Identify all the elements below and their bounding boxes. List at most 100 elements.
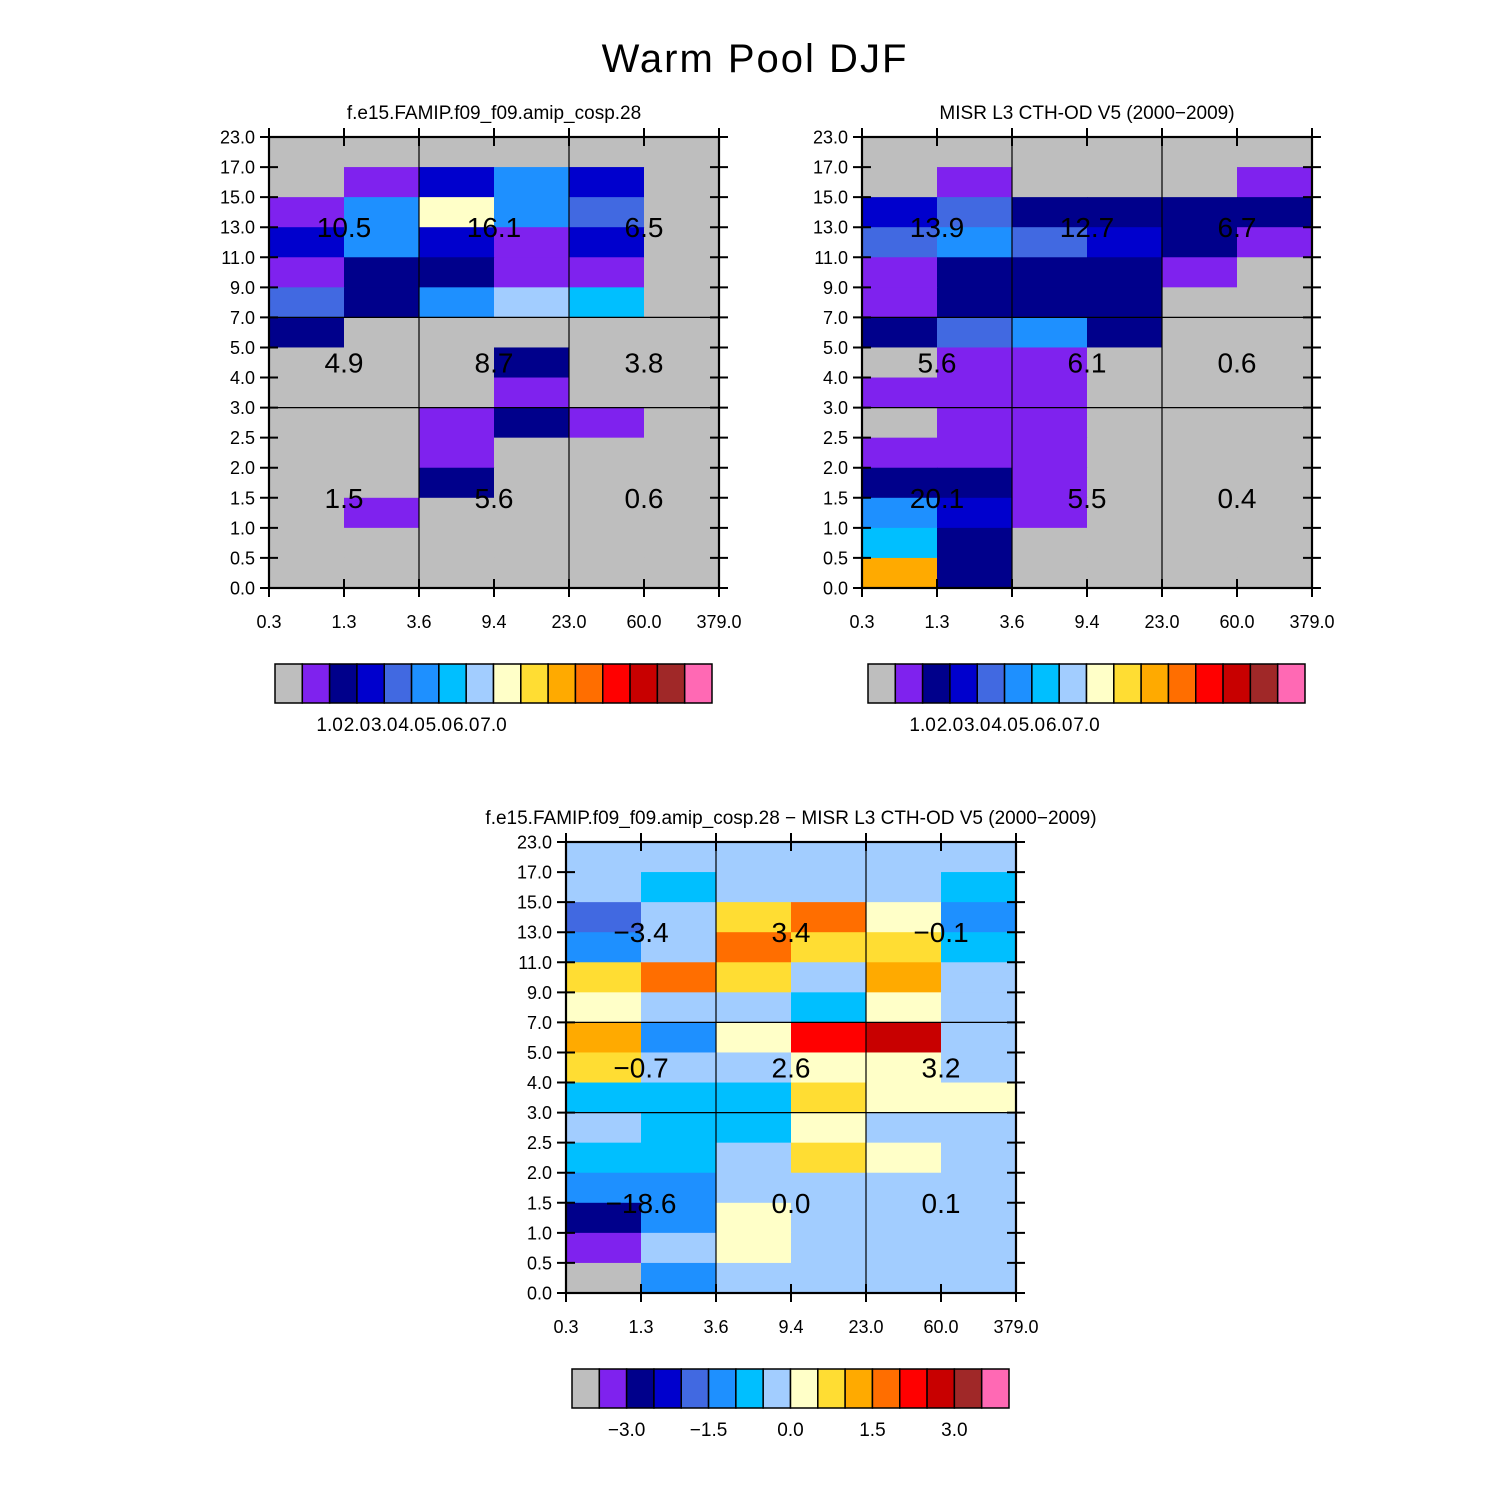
colorbar-box — [625, 1368, 655, 1409]
colorbar-box — [707, 1368, 737, 1409]
heatmap-cell — [941, 1052, 1017, 1084]
colorbar-tick-label: 6.0 — [1046, 715, 1072, 736]
y-tick-label: 3.0 — [527, 1103, 552, 1123]
heatmap-cell — [1012, 137, 1088, 168]
heatmap-cell — [569, 287, 645, 318]
heatmap-cell — [1087, 527, 1163, 559]
colorbar-box — [953, 1368, 983, 1409]
heatmap-cell — [344, 497, 420, 529]
heatmap-cell — [569, 197, 645, 228]
heatmap-cell — [1237, 377, 1313, 409]
heatmap-cell — [1162, 197, 1238, 228]
colorbar-tick-label: 7.0 — [1073, 715, 1099, 736]
heatmap-cell — [937, 227, 1013, 258]
heatmap-cell — [1237, 467, 1313, 499]
heatmap-cell — [344, 347, 420, 379]
heatmap-cell — [641, 962, 717, 993]
heatmap-cell — [1237, 437, 1313, 469]
heatmap-cell — [1087, 257, 1163, 288]
heatmap-cell — [866, 992, 942, 1023]
heatmap-cell — [641, 872, 717, 903]
colorbar-tick-label: 4.0 — [398, 715, 424, 736]
region-value-label: 10.5 — [317, 212, 372, 243]
heatmap-cell — [1162, 137, 1238, 168]
colorbar-box — [683, 663, 713, 704]
heatmap-cell — [716, 1232, 792, 1264]
heatmap-cell — [1087, 467, 1163, 499]
heatmap-cell — [644, 527, 720, 559]
panel-2: MISR L3 CTH-OD V5 (2000−2009)0.00.51.01.… — [813, 103, 1335, 736]
main-title: Warm Pool DJF — [602, 37, 909, 81]
y-tick-label: 4.0 — [823, 368, 848, 388]
heatmap-cell — [937, 287, 1013, 318]
x-tick-label: 0.3 — [849, 612, 874, 632]
heatmap-cell — [344, 557, 420, 589]
x-tick-label: 1.3 — [628, 1317, 653, 1337]
y-tick-label: 2.0 — [527, 1163, 552, 1183]
heatmap-cell — [1012, 467, 1088, 499]
heatmap-cell — [566, 1202, 642, 1234]
colorbar-tick-label: 1.0 — [909, 715, 935, 736]
heatmap-cell — [1162, 407, 1238, 439]
colorbar-tick-label: 1.5 — [859, 1420, 885, 1441]
colorbar: 1.0 2.0 3.0 4.0 5.0 6.0 7.0 — [867, 663, 1306, 736]
heatmap-cell — [937, 407, 1013, 439]
heatmap-cell — [569, 257, 645, 288]
panel-title: f.e15.FAMIP.f09_f09.amip_cosp.28 — [347, 103, 641, 124]
heatmap-cell — [791, 1082, 867, 1114]
heatmap-cell — [494, 287, 570, 318]
heatmap-cell — [419, 227, 495, 258]
heatmap-cell — [862, 467, 938, 499]
colorbar-box — [383, 663, 413, 704]
heatmap-cell — [566, 1112, 642, 1144]
colorbar-box — [1113, 663, 1142, 704]
heatmap-cell — [644, 197, 720, 228]
heatmap-cell — [716, 932, 792, 963]
heatmap-cell — [866, 872, 942, 903]
heatmap-cell — [644, 287, 720, 318]
heatmap-cell — [641, 842, 717, 873]
colorbar-tick-label: 3.0 — [941, 1420, 967, 1441]
heatmap-cell — [1237, 557, 1313, 589]
heatmap-cell — [494, 137, 570, 168]
heatmap-cell — [1087, 437, 1163, 469]
region-value-label: 8.7 — [475, 348, 514, 379]
y-tick-label: 2.5 — [823, 428, 848, 448]
colorbar-tick-label: −1.5 — [690, 1420, 728, 1441]
heatmap-cell — [866, 962, 942, 993]
y-tick-label: 13.0 — [220, 218, 255, 238]
heatmap-cell — [644, 317, 720, 349]
x-tick-label: 9.4 — [1074, 612, 1099, 632]
heatmap-cell — [937, 437, 1013, 469]
y-tick-label: 2.5 — [527, 1133, 552, 1153]
colorbar-box — [1031, 663, 1060, 704]
heatmap-cell — [641, 1022, 717, 1054]
panel-1: f.e15.FAMIP.f09_f09.amip_cosp.28 0.0 0.5 1.… — [220, 103, 742, 736]
region-value-label: −18.6 — [606, 1188, 677, 1219]
y-tick-label: 1.5 — [230, 488, 255, 508]
colorbar-box — [629, 663, 659, 704]
y-tick-label: 2.0 — [823, 458, 848, 478]
heatmap-cell — [419, 497, 495, 529]
heatmap-cell — [866, 1232, 942, 1264]
heatmap-cell — [862, 347, 938, 379]
heatmap-cell — [941, 932, 1017, 963]
heatmap-cell — [866, 1262, 942, 1294]
y-tick-label: 0.5 — [527, 1253, 552, 1273]
heatmap-cell — [937, 377, 1013, 409]
heatmap-cell — [941, 902, 1017, 933]
heatmap-cell — [644, 137, 720, 168]
x-tick-label: 3.6 — [406, 612, 431, 632]
region-value-label: 3.2 — [922, 1053, 961, 1084]
heatmap-cell — [344, 137, 420, 168]
heatmap-cell — [269, 377, 345, 409]
heatmap-cell — [269, 167, 345, 198]
heatmap-cell — [1237, 227, 1313, 258]
heatmap-cell — [791, 1202, 867, 1234]
heatmap-cell — [569, 167, 645, 198]
heatmap-cell — [1012, 167, 1088, 198]
heatmap-cell — [862, 287, 938, 318]
y-tick-label: 7.0 — [527, 1013, 552, 1033]
heatmap-cell — [716, 872, 792, 903]
heatmap-cell — [1012, 437, 1088, 469]
